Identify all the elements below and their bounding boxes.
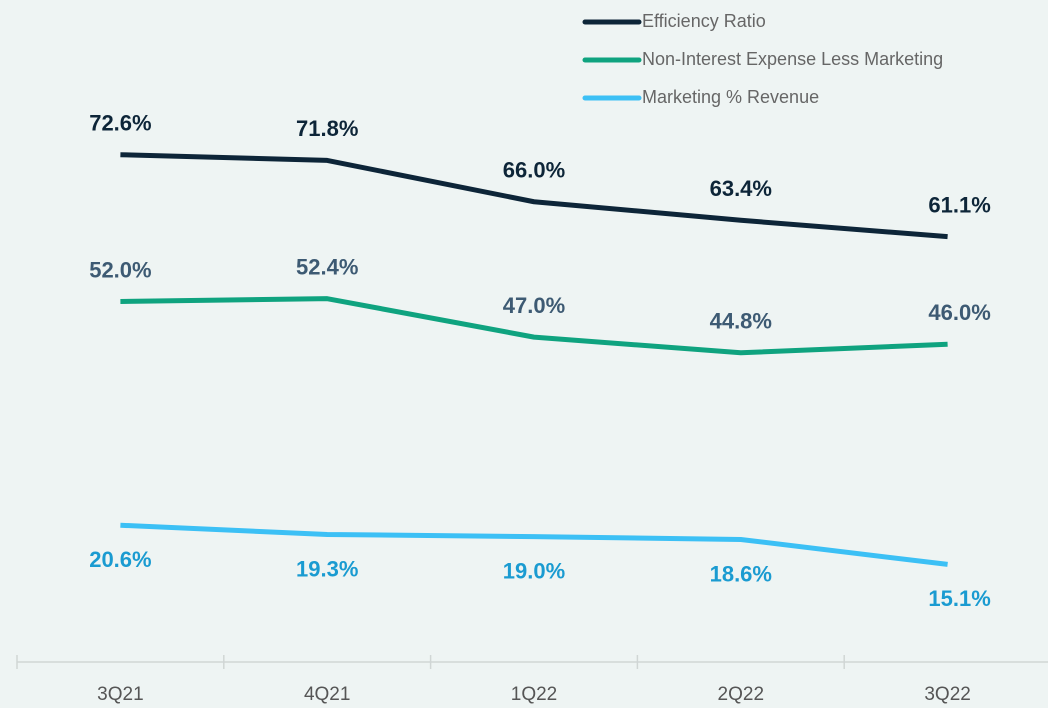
data-label: 72.6%	[89, 111, 151, 136]
x-tick-label: 3Q22	[924, 684, 970, 705]
data-label: 66.0%	[503, 158, 565, 183]
data-label: 52.0%	[89, 257, 151, 282]
series-line	[120, 152, 948, 240]
x-tick-label: 2Q22	[718, 684, 764, 705]
data-label: 63.4%	[710, 176, 772, 201]
data-label: 61.1%	[928, 192, 990, 217]
data-label: 18.6%	[710, 561, 772, 586]
x-tick-label: 1Q22	[511, 684, 557, 705]
series-line	[120, 296, 948, 356]
data-label: 46.0%	[928, 300, 990, 325]
data-label: 47.0%	[503, 293, 565, 318]
x-tick-label: 4Q21	[304, 684, 350, 705]
series-line	[120, 522, 948, 567]
data-label: 52.4%	[296, 254, 358, 279]
data-label: 19.3%	[296, 556, 358, 581]
data-label: 44.8%	[710, 309, 772, 334]
legend-label: Efficiency Ratio	[642, 11, 766, 31]
data-label: 71.8%	[296, 116, 358, 141]
data-label: 15.1%	[928, 586, 990, 611]
data-label: 20.6%	[89, 547, 151, 572]
x-tick-label: 3Q21	[97, 684, 143, 705]
data-label: 19.0%	[503, 558, 565, 583]
legend-label: Marketing % Revenue	[642, 87, 819, 107]
legend-label: Non-Interest Expense Less Marketing	[642, 49, 943, 69]
